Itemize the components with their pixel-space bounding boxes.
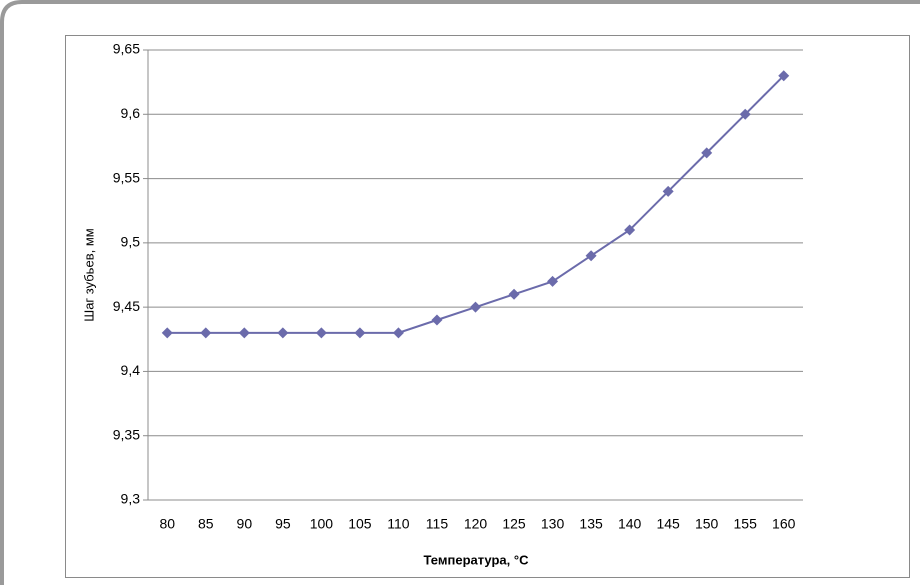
x-tick-label: 140	[618, 516, 642, 532]
marker	[662, 185, 674, 197]
x-tick-label: 105	[348, 516, 372, 532]
x-tick-label: 130	[541, 516, 565, 532]
marker	[277, 327, 289, 339]
x-tick-label: 115	[426, 516, 449, 532]
marker	[508, 288, 520, 300]
y-tick-label: 9,45	[113, 298, 140, 314]
x-tick-label: 110	[387, 516, 410, 532]
marker	[701, 147, 713, 159]
marker	[470, 301, 481, 313]
x-tick-label: 95	[275, 516, 291, 532]
marker	[354, 327, 366, 339]
x-tick-label: 135	[579, 516, 603, 532]
marker	[238, 327, 250, 339]
y-tick-label: 9,4	[121, 362, 141, 378]
marker	[315, 327, 327, 339]
y-tick-label: 9,55	[113, 169, 140, 185]
marker	[161, 327, 173, 339]
y-axis-title: Шаг зубьев, мм	[81, 228, 96, 321]
y-tick-label: 9,3	[121, 491, 141, 507]
x-tick-label: 100	[310, 516, 334, 532]
chart-area	[65, 35, 910, 578]
x-tick-label: 145	[656, 516, 680, 532]
marker	[778, 70, 790, 82]
marker	[431, 314, 443, 326]
x-tick-label: 150	[695, 516, 719, 532]
y-tick-label: 9,65	[113, 41, 140, 57]
x-tick-label: 120	[464, 516, 488, 532]
x-tick-label: 85	[198, 516, 214, 532]
marker	[392, 327, 404, 339]
x-tick-label: 80	[159, 516, 175, 532]
y-tick-label: 9,6	[121, 105, 141, 121]
marker	[200, 327, 212, 339]
y-tick-label: 9,35	[113, 426, 140, 442]
x-tick-label: 125	[502, 516, 526, 532]
x-axis-title: Температура, °C	[424, 552, 530, 567]
marker	[739, 108, 751, 120]
y-tick-label: 9,5	[121, 234, 141, 250]
x-tick-label: 155	[734, 516, 758, 532]
marker	[585, 250, 597, 262]
marker	[547, 275, 559, 287]
x-tick-label: 90	[237, 516, 253, 532]
marker	[624, 224, 636, 236]
x-tick-label: 160	[772, 516, 796, 532]
